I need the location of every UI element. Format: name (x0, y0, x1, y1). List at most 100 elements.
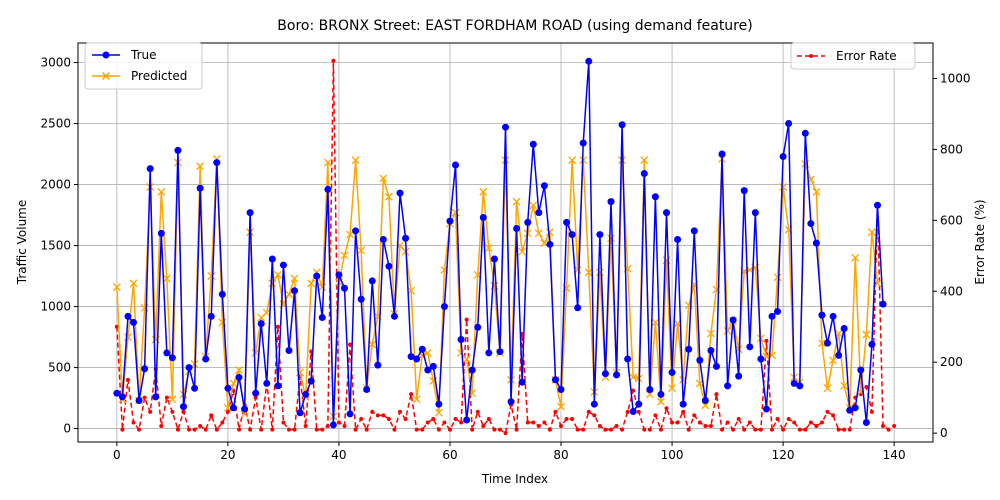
point-true (374, 361, 382, 369)
point-error-rate (514, 427, 519, 432)
point-true (418, 345, 426, 353)
point-true (635, 400, 643, 408)
x-tick-label: 60 (442, 448, 457, 462)
point-error-rate (531, 420, 536, 425)
point-error-rate (125, 377, 130, 382)
point-predicted (318, 283, 327, 291)
point-true (674, 235, 682, 243)
point-true (163, 349, 171, 357)
point-predicted (112, 283, 121, 291)
point-error-rate (464, 317, 469, 322)
point-true (313, 272, 321, 280)
point-error-rate (159, 424, 164, 429)
point-error-rate (720, 427, 725, 432)
point-error-rate (781, 427, 786, 432)
legend-predicted-label: Predicted (131, 69, 187, 83)
point-error-rate (253, 395, 258, 400)
point-true (540, 182, 548, 190)
y-axis-ticks: 0 500 1000 1500 2000 2500 3000 (40, 56, 78, 436)
point-true (424, 366, 432, 374)
point-true (340, 284, 348, 292)
point-true (718, 150, 726, 158)
point-true (829, 312, 837, 320)
point-true (496, 348, 504, 356)
point-true (746, 343, 754, 351)
point-true (379, 235, 387, 243)
point-predicted (273, 270, 282, 279)
point-error-rate (303, 424, 308, 429)
x-axis-title: Time Index (481, 472, 548, 486)
point-predicted (618, 156, 627, 165)
point-error-rate (336, 420, 341, 425)
point-predicted (223, 403, 232, 412)
point-error-rate (831, 413, 836, 418)
point-predicted (323, 158, 332, 167)
point-error-rate (503, 431, 508, 436)
point-true (285, 346, 293, 354)
point-error-rate (797, 427, 802, 432)
point-true (729, 316, 737, 324)
x-tick-label: 100 (661, 448, 684, 462)
point-true (196, 184, 204, 192)
point-error-rate (270, 427, 275, 432)
point-error-rate (375, 413, 380, 418)
point-true (651, 193, 659, 201)
point-predicted (412, 395, 421, 404)
point-true (818, 311, 826, 319)
point-true (502, 123, 509, 131)
point-predicted (607, 234, 615, 243)
point-true (585, 57, 593, 65)
legend-left: True Predicted (84, 42, 203, 90)
point-true (118, 393, 126, 401)
point-true (601, 370, 609, 378)
point-predicted (779, 183, 788, 191)
point-error-rate (842, 427, 847, 432)
point-true (396, 189, 404, 197)
point-predicted (773, 273, 782, 282)
point-error-rate (248, 427, 253, 432)
y-tick-label: 1000 (40, 300, 71, 314)
point-predicted (529, 201, 538, 210)
x-tick-label: 40 (331, 448, 346, 462)
point-true (724, 382, 732, 390)
point-true (590, 400, 598, 408)
point-true (279, 261, 287, 269)
point-error-rate (769, 427, 774, 432)
point-error-rate (597, 424, 602, 429)
point-predicted (157, 187, 166, 196)
point-true (790, 379, 798, 387)
point-predicted (434, 408, 443, 417)
point-error-rate (120, 427, 125, 432)
y-tick-label: 3000 (40, 56, 71, 70)
point-true (146, 165, 154, 173)
point-true (363, 386, 371, 394)
point-true (618, 121, 626, 129)
point-true (135, 397, 143, 405)
point-true (229, 404, 237, 412)
point-error-rate (892, 424, 897, 429)
point-true (257, 320, 265, 328)
point-true (429, 362, 437, 370)
point-error-rate (836, 427, 841, 432)
point-error-rate (436, 427, 441, 432)
point-error-rate (692, 413, 697, 418)
point-error-rate (592, 413, 597, 418)
point-error-rate (192, 427, 197, 432)
point-true (851, 404, 859, 412)
point-error-rate (814, 424, 819, 429)
point-error-rate (220, 420, 225, 425)
legend-right-box (790, 42, 916, 70)
point-predicted (479, 187, 488, 196)
point-error-rate (775, 416, 780, 421)
point-true (624, 355, 632, 363)
point-true (507, 398, 515, 406)
point-error-rate (586, 409, 591, 414)
point-true (613, 371, 621, 379)
point-predicted (484, 244, 493, 252)
x-tick-label: 120 (772, 448, 795, 462)
point-true (224, 384, 232, 392)
point-error-rate (114, 324, 119, 329)
point-error-rate (670, 420, 675, 425)
point-error-rate (148, 409, 153, 414)
point-true (696, 356, 704, 364)
